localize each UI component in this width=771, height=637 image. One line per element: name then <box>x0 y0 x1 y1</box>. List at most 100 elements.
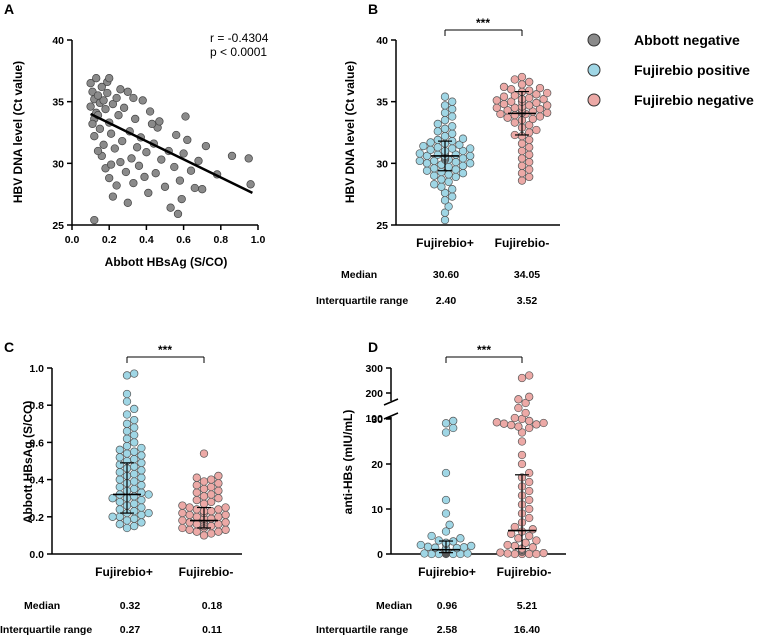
panel-a-point-42 <box>140 172 149 182</box>
panel-b-fujirebio-pos-point-61 <box>440 116 450 125</box>
panel-a-point-55 <box>175 176 185 185</box>
panel-d-fujirebio-pos-point-34 <box>467 541 476 551</box>
panel-d-iqr-1: 2.58 <box>437 624 458 636</box>
panel-a-point-8 <box>88 119 97 129</box>
panel-a-point-53 <box>170 162 179 172</box>
panel-d-fujirebio-neg-point-55 <box>525 371 534 380</box>
panel-b-fujirebio-neg-point-5 <box>525 157 534 167</box>
panel-c-fujirebio-pos-point-16 <box>115 497 124 507</box>
panel-b-iqr-1: 2.40 <box>436 295 457 307</box>
panel-b-ytick-label-0: 25 <box>376 220 388 232</box>
panel-c-fujirebio-pos-point-20 <box>130 492 139 501</box>
panel-b-fujirebio-neg-point-41 <box>507 97 516 106</box>
panel-a-point-9 <box>92 74 101 83</box>
panel-a-point-12 <box>99 96 108 105</box>
panel-a-point-61 <box>194 156 203 166</box>
panel-c-fujirebio-pos-point-30 <box>115 475 124 484</box>
panel-b-fujirebio-neg-point-38 <box>543 101 552 110</box>
panel-d-ytick-label-3: 30 <box>371 414 383 426</box>
panel-c-iqr-label: Interquartile range <box>0 624 92 636</box>
panel-d-fujirebio-neg-point-18 <box>525 531 534 541</box>
panel-c-fujirebio-neg-point-30 <box>207 507 216 516</box>
panel-b-fujirebio-neg-point-7 <box>525 150 534 159</box>
panel-d-fujirebio-neg-point-42 <box>507 420 516 430</box>
panel-b-fujirebio-neg-point-6 <box>517 154 527 163</box>
panel-c-fujirebio-neg-point-18 <box>178 516 187 525</box>
panel-a-point-28 <box>119 103 129 112</box>
panel-b-fujirebio-neg-point-26 <box>543 108 552 117</box>
panel-c-fujirebio-neg-point-49 <box>199 477 209 486</box>
panel-c-fujirebio-pos-point-46 <box>115 445 124 454</box>
panel-c-fujirebio-pos-point-57 <box>130 404 139 414</box>
panel-c-scatter: Abbott HBsAg (S/CO) Fujirebio+ Fujirebio… <box>0 343 242 636</box>
panel-c-fujirebio-pos-point-13 <box>137 503 146 512</box>
panel-b-median-label: Median <box>341 269 377 281</box>
panel-b-fujirebio-pos-point-7 <box>437 182 446 191</box>
panel-a-point-38 <box>134 161 144 170</box>
panel-a-xtick-label-0: 0.0 <box>65 234 80 246</box>
panel-a-point-50 <box>155 117 164 126</box>
panel-a-ytick-label-3: 40 <box>52 35 64 47</box>
panel-d-fujirebio-pos-point-47 <box>441 428 451 437</box>
panel-d-fujirebio-neg-point-37 <box>517 437 527 446</box>
panel-a-point-39 <box>138 96 147 105</box>
panel-c-fujirebio-neg-point-9 <box>207 521 216 531</box>
panel-b-fujirebio-neg-point-4 <box>517 161 527 170</box>
panel-b-fujirebio-neg-point-8 <box>517 146 527 156</box>
panel-a-point-26 <box>116 157 125 167</box>
panel-d-axis-break-upper <box>383 398 399 406</box>
panel-a-xtick-label-5: 1.0 <box>251 234 266 246</box>
panel-a-ytick-label-1: 30 <box>52 158 64 170</box>
panel-d-median-label: Median <box>376 600 412 612</box>
panel-a-point-69 <box>123 198 132 207</box>
panel-a-point-30 <box>121 167 131 177</box>
panel-c-fujirebio-pos-point-54 <box>122 419 132 428</box>
panel-c-fujirebio-pos-point-5 <box>130 514 139 523</box>
panel-b-fujirebio-pos-point-11 <box>451 172 460 182</box>
legend-marker-fujirebio-negative <box>587 93 601 107</box>
panel-c-fujirebio-neg-point-36 <box>178 501 187 510</box>
panel-d-fujirebio-neg-point-39 <box>525 423 534 433</box>
panel-c-fujirebio-neg-point-28 <box>178 508 187 518</box>
panel-d-fujirebio-neg-point-4 <box>503 549 512 558</box>
panel-c-fujirebio-neg-point-41 <box>199 492 209 501</box>
panel-a-p-value: p < 0.0001 <box>210 45 267 59</box>
panel-b-fujirebio-pos-point-56 <box>448 129 457 138</box>
panel-b-fujirebio-neg-point-10 <box>517 139 527 148</box>
panel-a-point-77 <box>147 119 157 129</box>
panel-c-fujirebio-pos-point-58 <box>122 397 132 406</box>
panel-b-fujirebio-pos-point-6 <box>448 185 457 194</box>
panel-d-fujirebio-neg-point-34 <box>525 468 534 478</box>
panel-c-fujirebio-pos-point-26 <box>115 482 124 492</box>
panel-d-median-1: 0.96 <box>437 600 458 612</box>
panel-b-fujirebio-pos-point-42 <box>458 146 468 156</box>
panel-b-fujirebio-neg-point-3 <box>525 165 534 174</box>
panel-c-fujirebio-neg-point-48 <box>214 479 223 488</box>
panel-c-fujirebio-neg-point-4 <box>185 525 194 534</box>
panel-d-fujirebio-pos-point-33 <box>423 542 433 551</box>
legend-marker-fujirebio-positive <box>587 63 601 77</box>
panel-d-fujirebio-neg-point-53 <box>525 392 534 401</box>
panel-c-fujirebio-pos-point-37 <box>130 462 139 471</box>
panel-b-fujirebio-neg-point-9 <box>525 143 534 152</box>
panel-b-fujirebio-pos-point-12 <box>430 171 439 180</box>
panel-b-fujirebio-pos-point-54 <box>458 134 468 143</box>
panel-c-fujirebio-neg-point-40 <box>214 494 223 503</box>
panel-c-fujirebio-neg-point-25 <box>214 512 223 521</box>
panel-b-fujirebio-pos-point-51 <box>426 138 435 147</box>
panel-d-fujirebio-pos-point-32 <box>459 543 469 552</box>
panel-c-fujirebio-pos-point-3 <box>137 518 146 527</box>
panel-b-iqr-2: 3.52 <box>517 295 538 307</box>
panel-c-fujirebio-neg-point-27 <box>221 510 230 520</box>
panel-b-fujirebio-neg-point-46 <box>525 93 534 103</box>
panel-a-point-23 <box>110 144 119 153</box>
panel-b-fujirebio-pos-point-44 <box>426 145 435 154</box>
panel-d-fujirebio-pos-point-41 <box>427 531 436 541</box>
panel-d-fujirebio-neg-point-38 <box>517 428 527 437</box>
panel-b-fujirebio-neg-point-25 <box>496 109 505 119</box>
panel-b-fujirebio-neg-point-57 <box>525 77 534 87</box>
panel-a-point-78 <box>181 112 190 121</box>
panel-c-fujirebio-neg-point-44 <box>214 486 223 495</box>
panel-b-fujirebio-pos-point-36 <box>433 150 442 159</box>
panel-c-fujirebio-pos-point-47 <box>137 443 146 453</box>
